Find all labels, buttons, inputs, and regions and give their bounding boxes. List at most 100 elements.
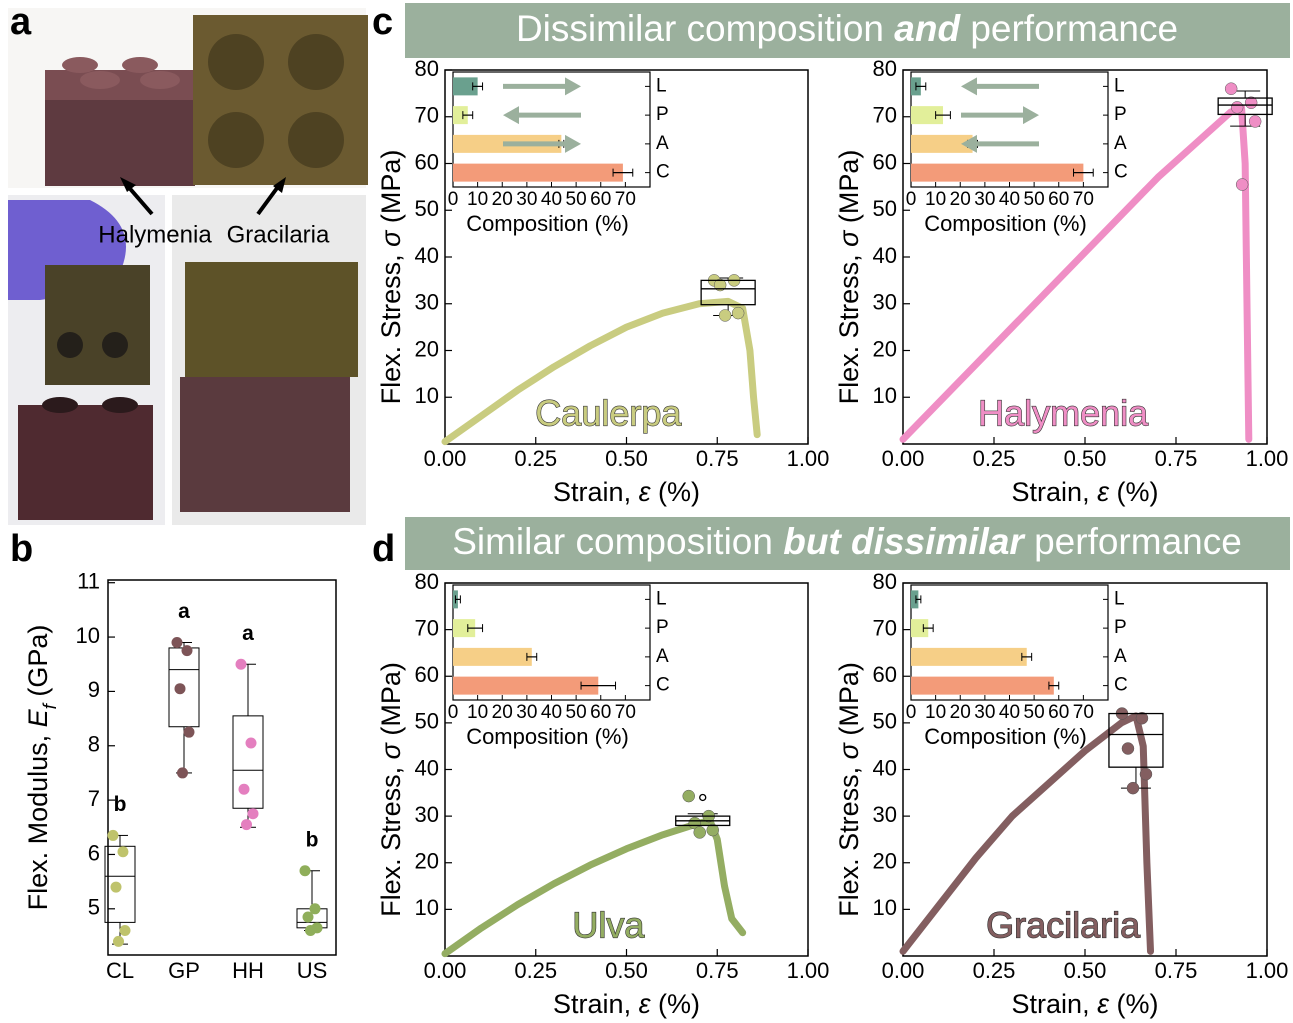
photo-annotation: Gracilaria <box>227 221 330 248</box>
data-point <box>683 790 695 802</box>
y-tick-label: 10 <box>873 383 897 408</box>
y-tick-label: 30 <box>873 290 897 315</box>
inset-x-tick-label: 60 <box>1048 702 1069 723</box>
x-tick-label: 0.25 <box>514 958 557 983</box>
y-tick-label: 70 <box>873 615 897 640</box>
y-axis-label-part: σ <box>834 741 864 759</box>
banner-title-part: Similar composition <box>452 521 783 562</box>
inset-x-tick-label: 70 <box>615 189 636 210</box>
data-point <box>1127 782 1139 794</box>
x-tick-label: 0.25 <box>973 958 1016 983</box>
data-point <box>1236 179 1248 191</box>
x-tick-label: 0.75 <box>1155 958 1198 983</box>
banner-title: Similar composition but dissimilar perfo… <box>452 521 1242 562</box>
x-tick-label: 1.00 <box>787 446 830 471</box>
y-tick-label: 60 <box>873 662 897 687</box>
data-point <box>241 819 252 830</box>
banner-title: Dissimilar composition and performance <box>516 8 1178 49</box>
inset-bar <box>911 164 1083 182</box>
y-tick-label: 10 <box>415 383 439 408</box>
y-tick-label: 70 <box>415 103 439 128</box>
y-tick-label: 20 <box>415 336 439 361</box>
inset-x-tick-label: 50 <box>566 189 587 210</box>
banner-title-part: and <box>894 8 961 49</box>
inset-x-tick-label: 20 <box>950 189 971 210</box>
banner-title-part: Dissimilar composition <box>516 8 894 49</box>
significance-letter: b <box>114 793 127 816</box>
data-point <box>248 808 259 819</box>
y-tick-label: 6 <box>88 840 100 865</box>
inset-x-axis-label: Composition (%) <box>466 724 629 749</box>
y-axis-label-part: σ <box>376 229 406 247</box>
data-point <box>1140 768 1152 780</box>
data-point <box>184 727 195 738</box>
x-axis-label-part: (%) <box>650 989 700 1019</box>
inset-x-tick-label: 30 <box>516 189 537 210</box>
data-point <box>300 865 311 876</box>
x-tick-label: 0.50 <box>605 446 648 471</box>
inset-category-label: P <box>1114 617 1127 638</box>
inset-category-label: A <box>1114 133 1127 154</box>
y-tick-label: 80 <box>873 56 897 81</box>
y-axis-label-part: (GPa) <box>23 625 53 705</box>
x-axis-label: Strain, ε (%) <box>553 477 700 507</box>
curve-label: Ulva <box>572 905 645 946</box>
inset-category-label: L <box>656 588 667 609</box>
y-tick-label: 10 <box>873 895 897 920</box>
y-axis-label-part: Flex. Stress, <box>376 759 406 917</box>
y-tick-label: 40 <box>415 755 439 780</box>
data-point <box>1225 83 1237 95</box>
inset-x-tick-label: 10 <box>925 189 946 210</box>
inset-category-label: C <box>1114 675 1128 696</box>
data-point <box>239 784 250 795</box>
data-point <box>246 738 257 749</box>
inset-x-tick-label: 0 <box>906 702 917 723</box>
y-axis-label-part: Flex. Stress, <box>834 247 864 405</box>
y-tick-label: 20 <box>873 336 897 361</box>
y-tick-label: 9 <box>88 677 100 702</box>
inset-category-label: L <box>1114 588 1125 609</box>
inset-x-tick-label: 10 <box>467 189 488 210</box>
y-tick-label: 80 <box>873 569 897 594</box>
inset-x-tick-label: 60 <box>590 702 611 723</box>
inset-x-tick-label: 40 <box>541 189 562 210</box>
y-axis-label-part: E <box>23 708 53 727</box>
y-tick-label: 30 <box>415 802 439 827</box>
x-axis-label-part: (%) <box>1109 989 1159 1019</box>
inset-x-tick-label: 40 <box>541 702 562 723</box>
inset-category-label: A <box>656 646 669 667</box>
y-tick-label: 5 <box>88 895 100 920</box>
y-tick-label: 20 <box>873 849 897 874</box>
inset-category-label: A <box>656 133 669 154</box>
inset-category-label: C <box>656 162 670 183</box>
y-axis-label: Flex. Stress, σ (MPa) <box>834 150 864 405</box>
x-tick-label: 1.00 <box>1246 446 1289 471</box>
x-axis-label: Strain, ε (%) <box>1012 989 1159 1019</box>
x-tick-label: 1.00 <box>1246 958 1289 983</box>
y-tick-label: 50 <box>415 709 439 734</box>
x-tick-label: GP <box>168 958 200 983</box>
y-tick-label: 60 <box>415 149 439 174</box>
data-point <box>303 911 314 922</box>
inset-x-tick-label: 60 <box>1048 189 1069 210</box>
x-tick-label: 0.00 <box>424 958 467 983</box>
inset-bar <box>453 648 532 666</box>
inset-x-tick-label: 70 <box>1073 189 1094 210</box>
x-tick-label: 0.50 <box>605 958 648 983</box>
inset-category-label: A <box>1114 646 1127 667</box>
photo-annotation: Halymenia <box>98 221 212 248</box>
x-axis-label-part: Strain, <box>553 477 639 507</box>
inset-x-tick-label: 10 <box>467 702 488 723</box>
data-point <box>1249 115 1261 127</box>
x-tick-label: US <box>297 958 328 983</box>
y-tick-label: 80 <box>415 56 439 81</box>
x-axis-label: Strain, ε (%) <box>1012 477 1159 507</box>
data-point <box>236 659 247 670</box>
y-axis-label-part: Flex. Stress, <box>376 247 406 405</box>
inset-x-tick-label: 70 <box>615 702 636 723</box>
data-point <box>182 645 193 656</box>
data-point <box>118 846 129 857</box>
x-tick-label: 0.00 <box>424 446 467 471</box>
y-axis-label: Flex. Stress, σ (MPa) <box>376 150 406 405</box>
y-axis-label-part: (MPa) <box>834 150 864 231</box>
